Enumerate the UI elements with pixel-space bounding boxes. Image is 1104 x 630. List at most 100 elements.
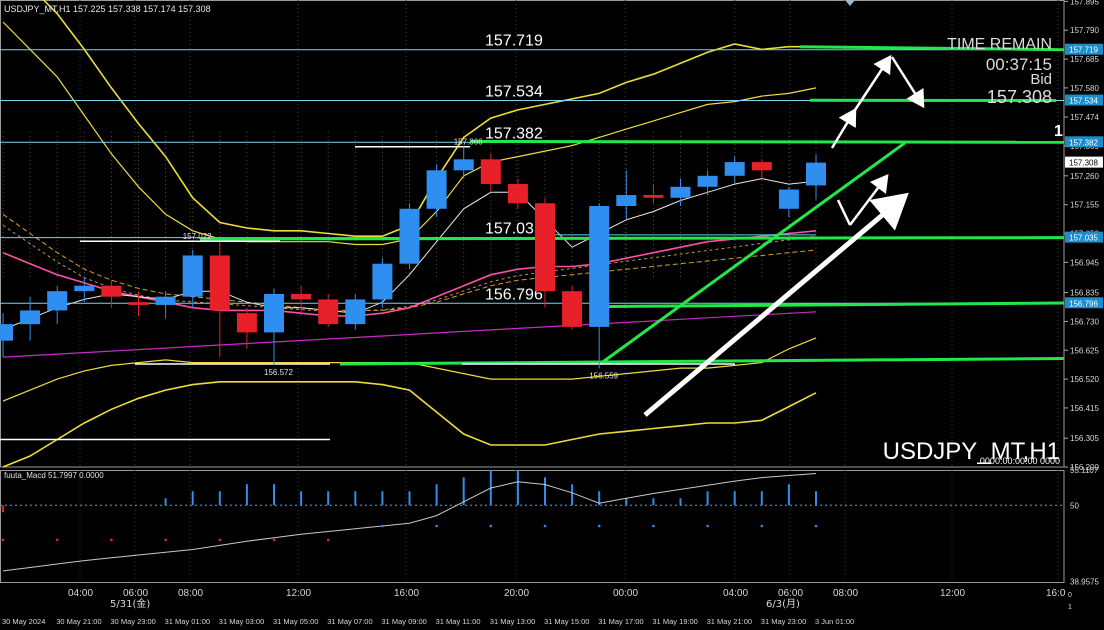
bottom-time-label: 31 May 17:00 [598, 617, 643, 626]
macd-dot [706, 524, 709, 528]
bottom-time-label: 31 May 21:00 [707, 617, 752, 626]
macd-panel-frame [0, 470, 1065, 583]
bull-candle [20, 310, 41, 325]
date-label: 5/31(金) [110, 597, 150, 610]
price-annotation: 156.572 [264, 368, 293, 377]
moving-average-long [2, 311, 817, 358]
bear-candle [643, 195, 664, 198]
bottom-time-label: 31 May 19:00 [652, 617, 697, 626]
bull-candle [182, 255, 203, 297]
time-tick-label: 16:0 [1046, 588, 1066, 599]
price-tick-label: 156.305 [1070, 434, 1099, 443]
macd-dot [543, 524, 547, 528]
time-tick-label: 06:00 [123, 588, 148, 599]
price-tick-label: 156.625 [1070, 346, 1099, 355]
macd-dot [164, 538, 167, 542]
price-flag-label: 157.719 [1069, 46, 1098, 55]
bear-candle [535, 203, 555, 292]
bull-candle [426, 170, 447, 209]
up-arrow-1 [830, 107, 857, 149]
macd-dot [489, 524, 493, 528]
price-flag [1065, 43, 1103, 55]
time-tick-label: 08:00 [178, 588, 203, 599]
window-title: USDJPY_MT,H1 157.225 157.338 157.174 157… [4, 4, 211, 14]
level-label: 157.382 [485, 125, 543, 142]
price-tick-label: 157.260 [1070, 172, 1099, 181]
bottom-time-label: 31 May 15:00 [544, 617, 589, 626]
bear-candle [480, 159, 501, 185]
bull-candle [697, 175, 718, 187]
pullback-up-arrow [849, 174, 889, 226]
bid-value: 157.308 [986, 87, 1052, 107]
price-flag [1065, 156, 1103, 168]
bottom-time-label: 30 May 2024 [2, 617, 45, 626]
time-tick-label: 08:00 [833, 588, 858, 599]
bottom-time-label: 30 May 21:00 [56, 617, 101, 626]
bull-candle [155, 296, 176, 305]
bull-candle [778, 189, 799, 209]
bear-candle [128, 302, 149, 305]
bull-candle [806, 162, 826, 186]
bottom-time-label: 31 May 01:00 [165, 617, 210, 626]
price-flag-label: 157.035 [1069, 234, 1098, 243]
bull-candle [0, 324, 13, 341]
bull-candle [372, 263, 393, 300]
bear-candle [562, 291, 583, 327]
price-tick-label: 156.945 [1070, 258, 1099, 267]
macd-dot [760, 524, 764, 528]
bull-candle [670, 186, 691, 198]
macd-panel [0, 470, 1064, 572]
bear-candle [751, 162, 772, 171]
bear-candle [101, 285, 122, 297]
watermark-timestamp: 0000:00:00.00 0000 [979, 456, 1060, 466]
bear-candle [507, 184, 528, 204]
price-flag-label: 157.534 [1069, 97, 1098, 106]
bottom-time-label: 31 May 07:00 [327, 617, 372, 626]
support-resistance-levels: 157.719 157.534 157.382 157.035 156.796 [0, 33, 1065, 441]
time-tick-label: 04:00 [723, 588, 748, 599]
bull-candle [264, 293, 284, 333]
date-label: 6/3(月) [766, 598, 800, 610]
macd-dot [218, 538, 222, 542]
time-tick-label: 16:00 [394, 588, 419, 599]
macd-dot [381, 524, 384, 528]
macd-dot [326, 538, 330, 542]
axis-corner: 1 [1068, 604, 1072, 611]
time-tick-label: 00:00 [613, 588, 638, 599]
bear-candle [236, 313, 257, 333]
bottom-time-label: 31 May 13:00 [490, 617, 535, 626]
price-tick-label: 156.520 [1070, 375, 1099, 384]
big-up-arrow [643, 192, 909, 417]
bear-candle [209, 255, 230, 311]
price-tick-label: 156.415 [1070, 404, 1099, 413]
level-label: 157.719 [485, 33, 543, 50]
time-remain-label: TIME REMAIN [947, 36, 1052, 53]
bottom-time-label: 3 Jun 01:00 [815, 617, 854, 626]
macd-dot [652, 524, 655, 528]
macd-signal-line [2, 473, 817, 572]
level-label: 157.035 [485, 221, 543, 238]
scroll-marker[interactable] [845, 0, 855, 6]
price-annotation: 156.559 [589, 371, 618, 380]
macd-tick-label: 55.1107 [1070, 466, 1099, 475]
price-tick-label: 157.580 [1070, 84, 1099, 93]
drawn-green-line [599, 301, 1065, 309]
price-flag [1065, 94, 1103, 106]
price-annotation: 157.022 [183, 232, 212, 241]
bull-candle [399, 208, 420, 264]
time-tick-label: 04:00 [68, 588, 93, 599]
bull-candle [74, 285, 95, 292]
price-tick-label: 156.730 [1070, 317, 1099, 326]
time-tick-label: 12:00 [286, 588, 311, 599]
macd-tick-label: 50 [1070, 501, 1079, 510]
level-label: 157.534 [485, 84, 543, 101]
macd-dot [597, 524, 601, 528]
macd-dot [1, 538, 5, 542]
macd-dot [110, 538, 113, 542]
price-tick-label: 157.790 [1070, 26, 1099, 35]
up-arrow-2 [853, 54, 892, 111]
price-tick-label: 157.155 [1070, 201, 1099, 210]
drawn-green-line [799, 45, 1065, 52]
macd-label: fuuta_Macd 51.7997 0.0000 [4, 471, 104, 480]
